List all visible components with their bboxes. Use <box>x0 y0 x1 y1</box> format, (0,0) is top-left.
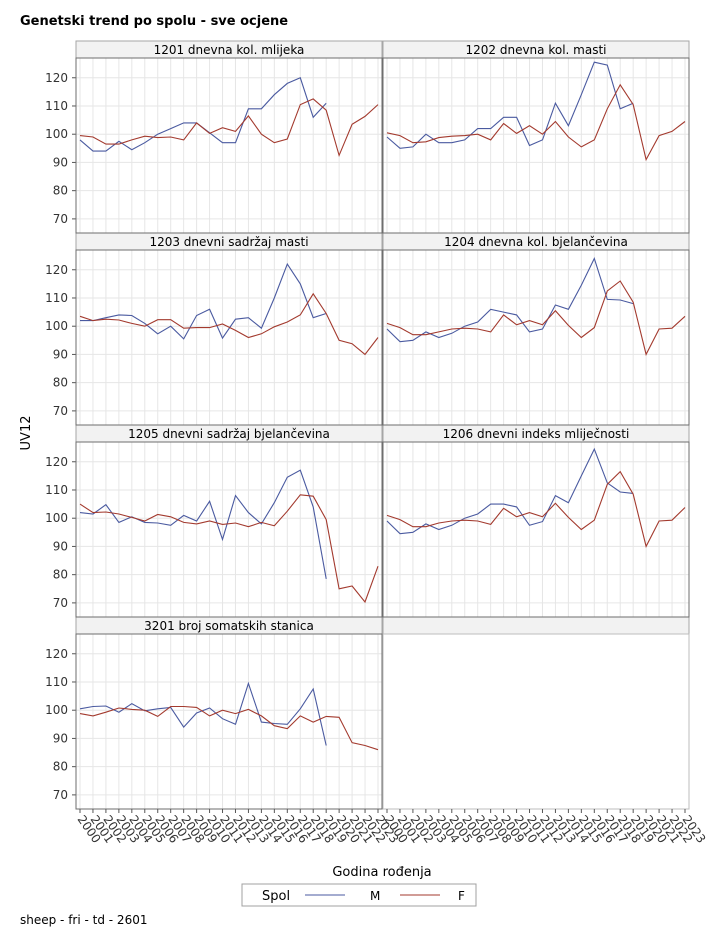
y-axis-title: UV12 <box>19 416 34 451</box>
panel-title: 1205 dnevni sadržaj bjelančevina <box>128 427 330 441</box>
series-line-f <box>386 280 686 356</box>
gridlines <box>383 442 689 617</box>
empty-panel <box>382 616 690 809</box>
series-line-f <box>79 292 379 356</box>
legend-box <box>241 883 477 907</box>
y-tick-label: 80 <box>53 568 68 582</box>
series-line-m <box>386 61 634 149</box>
series-line-f <box>79 705 379 751</box>
panel-5: 1205 dnevni sadržaj bjelančevina 70 80 90 10… <box>45 424 383 617</box>
y-tick-label: 120 <box>45 263 68 277</box>
gridlines <box>76 58 382 233</box>
panel-title: 3201 broj somatskih stanica <box>144 619 314 633</box>
legend-label-m: M <box>370 889 380 903</box>
y-tick-label: 110 <box>45 483 68 497</box>
series-line-m <box>79 469 327 579</box>
panel-6: 1206 dnevni indeks mliječnosti <box>382 424 690 617</box>
panel-frame <box>75 441 383 618</box>
panel-2: 1202 dnevna kol. masti <box>382 40 690 233</box>
panel-3: 1203 dnevni sadržaj masti 70 80 90 100 110 120 <box>45 232 383 425</box>
y-tick-label: 90 <box>53 155 68 169</box>
y-tick-label: 70 <box>53 404 68 418</box>
gridlines <box>383 250 689 425</box>
panel-4: 1204 dnevna kol. bjelančevina <box>382 232 690 425</box>
gridlines <box>76 442 382 617</box>
y-tick-label: 70 <box>53 788 68 802</box>
panel-title: 1203 dnevni sadržaj masti <box>149 235 308 249</box>
chart-title: Genetski trend po spolu - sve ocjene <box>20 14 289 29</box>
series-line-m <box>386 447 634 535</box>
panel-frame <box>382 633 690 810</box>
panel-frame <box>75 57 383 234</box>
gridlines <box>76 250 382 425</box>
panel-7: 3201 broj somatskih stanica 70 80 90 100 110 1… <box>45 616 383 809</box>
y-tick-label: 120 <box>45 455 68 469</box>
panel-frame <box>382 249 690 426</box>
y-tick-label: 100 <box>45 511 68 525</box>
panel-title: 1206 dnevni indeks mliječnosti <box>443 427 630 441</box>
series-line-f <box>386 470 686 548</box>
y-tick-label: 110 <box>45 99 68 113</box>
y-tick-label: 80 <box>53 184 68 198</box>
x-tick-labels: 2000200120022003200420052006200720082009… <box>75 809 709 846</box>
y-tick-label: 70 <box>53 212 68 226</box>
panel-strip <box>382 616 690 635</box>
panel-title: 1204 dnevna kol. bjelančevina <box>444 235 628 249</box>
series-line-f <box>79 98 379 158</box>
panel-frame <box>75 633 383 810</box>
panel-frames <box>75 57 690 810</box>
legend-label-f: F <box>458 889 465 903</box>
series-line-m <box>79 77 327 152</box>
y-tick-label: 100 <box>45 127 68 141</box>
panel-frame <box>382 441 690 618</box>
panel-title: 1202 dnevna kol. masti <box>466 43 607 57</box>
panel-1: 1201 dnevna kol. mlijeka 70 80 90 100 110 120 <box>45 40 383 233</box>
y-tick-label: 110 <box>45 675 68 689</box>
legend-title: Spol <box>262 889 290 904</box>
panel-title: 1201 dnevna kol. mlijeka <box>154 43 305 57</box>
gridlines <box>383 58 689 233</box>
series-line-f <box>79 494 379 604</box>
y-tick-label: 80 <box>53 376 68 390</box>
x-axis-title: Godina rođenja <box>332 865 431 880</box>
y-tick-label: 120 <box>45 71 68 85</box>
y-tick-label: 100 <box>45 319 68 333</box>
empty-plot-body <box>383 634 689 809</box>
y-tick-label: 100 <box>45 703 68 717</box>
y-tick-label: 90 <box>53 731 68 745</box>
panel-frame <box>75 249 383 426</box>
series-line-m <box>80 262 327 340</box>
series-line-m <box>79 681 327 746</box>
legend: Spol M F <box>241 883 477 907</box>
y-tick-label: 90 <box>53 347 68 361</box>
y-tick-label: 80 <box>53 760 68 774</box>
panel-frame <box>382 57 690 234</box>
y-tick-label: 110 <box>45 291 68 305</box>
series-line-f <box>386 83 686 162</box>
y-tick-label: 120 <box>45 647 68 661</box>
y-tick-label: 70 <box>53 596 68 610</box>
y-tick-label: 90 <box>53 539 68 553</box>
footer-note: sheep - fri - td - 2601 <box>20 913 148 927</box>
series-line-m <box>386 257 634 343</box>
panels-layer: 1201 dnevna kol. mlijeka7080901001101201… <box>45 40 690 810</box>
